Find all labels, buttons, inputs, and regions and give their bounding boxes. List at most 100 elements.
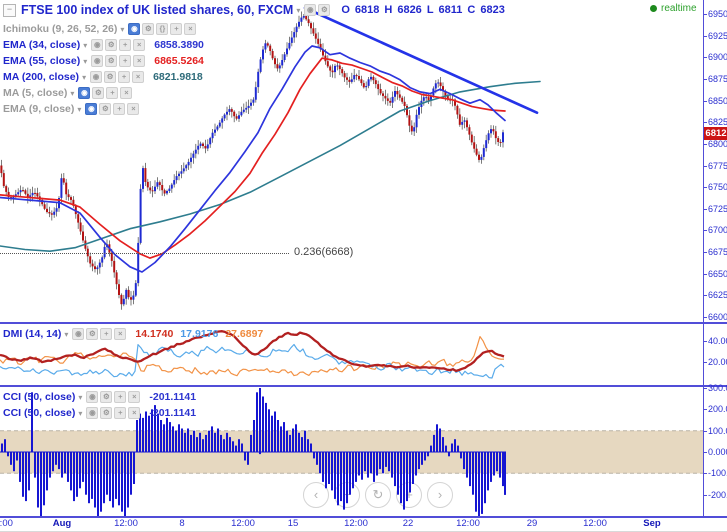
reset-view-button[interactable]: ↻	[365, 482, 391, 508]
zoom-in-button[interactable]: +	[396, 482, 422, 508]
eye-icon[interactable]: ◉	[72, 328, 85, 340]
axis-tick	[704, 14, 707, 15]
gear-icon[interactable]: ⚙	[99, 103, 112, 115]
add-icon[interactable]: +	[114, 391, 127, 403]
time-axis[interactable]: 12:00 Aug 12:00 8 12:00 15 12:00 22 12:00 29 12:00…	[0, 518, 727, 532]
symbol-title[interactable]: FTSE 100 index of UK listed shares, 60, …	[21, 3, 294, 17]
indicator-value: 14.1740	[135, 328, 174, 340]
add-icon[interactable]: +	[119, 55, 132, 67]
eye-icon[interactable]: ◉	[78, 87, 91, 99]
gear-icon[interactable]: ⚙	[105, 55, 118, 67]
time-axis-label: 12:00	[231, 518, 255, 529]
axis-label: 200.000	[708, 404, 727, 415]
chevron-down-icon[interactable]: ▾	[83, 56, 88, 66]
eye-icon[interactable]: ◉	[91, 55, 104, 67]
time-axis-label: 12:00	[583, 518, 607, 529]
axis-label: -100.00	[708, 468, 727, 479]
gear-icon[interactable]: ⚙	[100, 391, 113, 403]
chevron-down-icon[interactable]: ▾	[78, 408, 83, 418]
cci-panel[interactable]: ‹ − ↻ + › CCI (50, close) ▾ ◉ ⚙ + × -201.1141 CCI (…	[0, 387, 703, 516]
axis-label: 6700	[708, 225, 727, 236]
gear-icon[interactable]: ⚙	[105, 39, 118, 51]
close-icon[interactable]: ×	[127, 103, 140, 115]
gear-icon[interactable]: ⚙	[92, 87, 105, 99]
time-axis-label: 22	[402, 518, 414, 529]
close-icon[interactable]: ×	[132, 71, 145, 83]
add-icon[interactable]: +	[119, 39, 132, 51]
collapse-legend-button[interactable]: −	[3, 3, 16, 17]
pan-left-button[interactable]: ‹	[303, 482, 329, 508]
axis-tick	[704, 430, 707, 432]
price-axis[interactable]: 6812 6950 6925 6900 6875 6850 6825 6800 6775 675…	[703, 0, 727, 516]
add-icon[interactable]: +	[100, 328, 113, 340]
dmi-legend: DMI (14, 14) ▾ ◉ ⚙ + × 14.1740 17.9176 27.6897	[3, 326, 263, 342]
axis-tick	[704, 35, 707, 37]
zoom-out-button[interactable]: −	[334, 482, 360, 508]
close-icon[interactable]: ×	[120, 87, 133, 99]
panel-divider[interactable]	[0, 385, 727, 387]
axis-label: 6925	[708, 30, 727, 41]
eye-icon[interactable]: ◉	[90, 71, 103, 83]
time-axis-label: 12:00	[344, 518, 368, 529]
indicator-value: -201.1141	[149, 407, 197, 419]
dmi-chart-canvas[interactable]	[0, 324, 703, 385]
panel-divider[interactable]	[0, 322, 727, 324]
add-icon[interactable]: +	[106, 87, 119, 99]
gear-icon[interactable]: ⚙	[142, 23, 155, 35]
dmi-panel[interactable]: DMI (14, 14) ▾ ◉ ⚙ + × 14.1740 17.9176 27.6897	[0, 324, 703, 385]
axis-label: 6950	[708, 9, 727, 19]
gear-icon[interactable]: ⚙	[104, 71, 117, 83]
axis-label: 6800	[708, 138, 727, 149]
close-icon[interactable]: ×	[114, 328, 127, 340]
axis-label: 300.000	[708, 383, 727, 393]
gear-icon[interactable]: ⚙	[86, 328, 99, 340]
axis-label: 6725	[708, 203, 727, 214]
realtime-label: realtime	[661, 3, 697, 14]
indicator-row-ma200: MA (200, close) ▾ ◉ ⚙ + × 6821.9818	[3, 69, 505, 85]
axis-label: -200.00	[708, 489, 727, 500]
gear-icon[interactable]: ⚙	[100, 407, 113, 419]
realtime-status: realtime	[650, 3, 697, 14]
axis-label: 40.0000	[708, 336, 727, 346]
axis-tick	[704, 143, 707, 145]
eye-icon[interactable]: ◉	[304, 4, 317, 16]
chevron-down-icon[interactable]: ▾	[64, 329, 69, 339]
eye-icon[interactable]: ◉	[86, 391, 99, 403]
price-panel[interactable]: 0.236(6668) − FTSE 100 index of UK liste…	[0, 0, 703, 322]
indicator-value: 27.6897	[225, 328, 264, 340]
fib-level-line[interactable]	[0, 253, 289, 254]
source-icon[interactable]: {}	[156, 23, 169, 35]
time-axis-label: 12:00	[114, 518, 138, 529]
axis-label: 6675	[708, 247, 727, 258]
indicator-label: CCI (50, close)	[3, 407, 76, 419]
pan-right-button[interactable]: ›	[427, 482, 453, 508]
chevron-down-icon[interactable]: ▾	[77, 104, 82, 114]
price-chart-canvas[interactable]	[0, 0, 703, 322]
eye-icon[interactable]: ◉	[86, 407, 99, 419]
add-icon[interactable]: +	[118, 71, 131, 83]
eye-icon[interactable]: ◉	[128, 23, 141, 35]
chevron-down-icon[interactable]: ▾	[83, 40, 88, 50]
axis-tick	[704, 473, 707, 475]
add-icon[interactable]: +	[114, 407, 127, 419]
gear-icon[interactable]: ⚙	[318, 4, 331, 16]
chevron-down-icon[interactable]: ▾	[78, 392, 83, 402]
eye-icon[interactable]: ◉	[91, 39, 104, 51]
realtime-dot-icon	[650, 5, 657, 12]
chevron-down-icon[interactable]: ▾	[120, 24, 125, 34]
indicator-value: 6858.3890	[154, 39, 204, 51]
title-row: − FTSE 100 index of UK listed shares, 60…	[3, 2, 505, 18]
close-icon[interactable]: ×	[133, 55, 146, 67]
close-icon[interactable]: ×	[128, 407, 141, 419]
add-icon[interactable]: +	[113, 103, 126, 115]
add-icon[interactable]: +	[170, 23, 183, 35]
close-icon[interactable]: ×	[128, 391, 141, 403]
chevron-down-icon[interactable]: ▾	[82, 72, 87, 82]
eye-icon[interactable]: ◉	[85, 103, 98, 115]
close-icon[interactable]: ×	[184, 23, 197, 35]
indicator-label: DMI (14, 14)	[3, 328, 62, 340]
chevron-down-icon[interactable]: ▾	[296, 5, 301, 15]
close-icon[interactable]: ×	[133, 39, 146, 51]
chevron-down-icon[interactable]: ▾	[70, 88, 75, 98]
